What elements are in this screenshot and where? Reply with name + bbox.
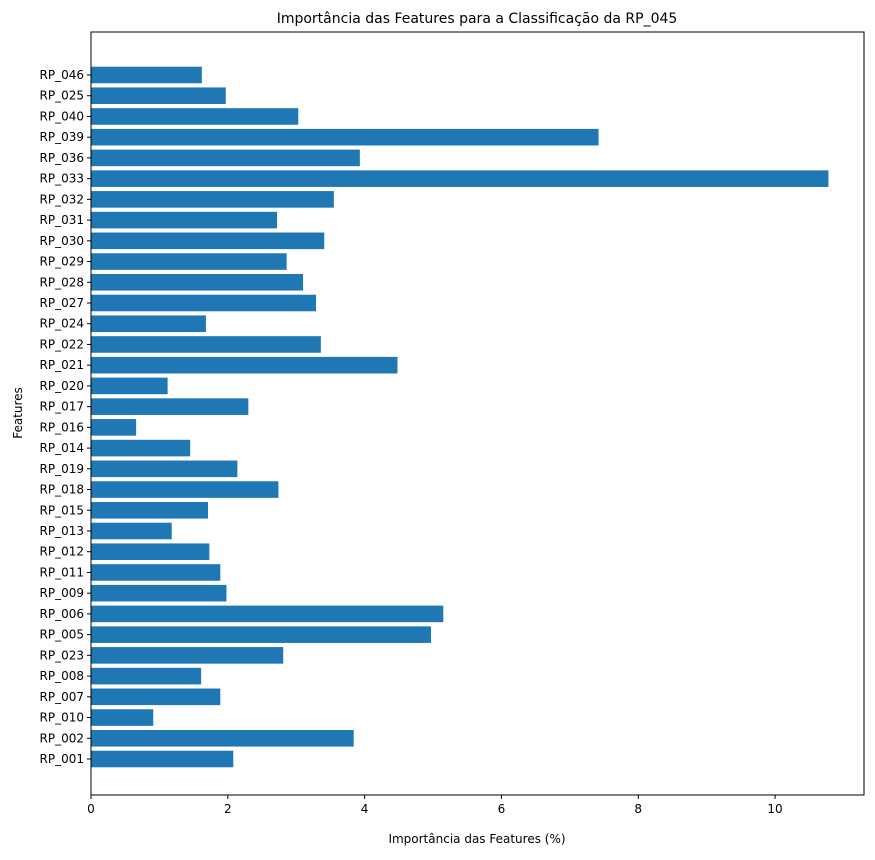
y-tick-label: RP_011	[40, 565, 84, 579]
x-tick-label: 4	[361, 802, 369, 816]
bar-rp-027	[91, 294, 317, 312]
y-tick-label: RP_017	[40, 400, 84, 414]
y-tick-label: RP_033	[40, 172, 84, 186]
bar-rp-021	[91, 356, 398, 374]
y-tick-label: RP_031	[40, 213, 84, 227]
y-tick-label: RP_005	[40, 628, 84, 642]
y-tick-label: RP_012	[40, 545, 84, 559]
bar-rp-024	[91, 315, 206, 333]
y-tick-label: RP_030	[40, 234, 84, 248]
bar-rp-009	[91, 584, 227, 602]
bar-rp-012	[91, 543, 210, 561]
bar-rp-046	[91, 66, 202, 84]
y-tick-label: RP_036	[40, 151, 84, 165]
bar-rp-015	[91, 501, 208, 519]
x-axis-label: Importância das Features (%)	[388, 832, 565, 846]
y-tick-label: RP_022	[40, 337, 84, 351]
bar-rp-011	[91, 564, 221, 581]
y-tick-label: RP_046	[40, 68, 84, 82]
y-tick-label: RP_013	[40, 524, 84, 538]
chart-title: Importância das Features para a Classifi…	[277, 11, 678, 27]
bar-rp-025	[91, 87, 226, 105]
x-tick-label: 2	[224, 802, 232, 816]
bar-rp-033	[91, 170, 829, 187]
y-tick-label: RP_009	[40, 586, 84, 600]
plot-frame	[90, 31, 865, 796]
bar-rp-002	[91, 729, 354, 747]
bar-rp-001	[91, 750, 234, 768]
y-tick-label: RP_001	[40, 752, 84, 766]
bar-rp-029	[91, 253, 287, 270]
bar-rp-023	[91, 647, 284, 664]
x-ticks: 0 2 4 6 8 10	[87, 795, 783, 816]
y-tick-label: RP_007	[40, 690, 84, 704]
y-tick-label: RP_029	[40, 255, 84, 269]
y-tick-label: RP_028	[40, 275, 84, 289]
bar-rp-039	[91, 128, 599, 146]
y-ticks: RP_001 RP_002 RP_010 RP_007 RP_008 RP_023 RP_0…	[40, 68, 91, 766]
y-tick-label: RP_032	[40, 192, 84, 206]
bar-rp-040	[91, 108, 299, 125]
bar-rp-017	[91, 398, 249, 415]
y-tick-label: RP_010	[40, 711, 84, 725]
bar-rp-028	[91, 273, 304, 291]
bar-rp-007	[91, 688, 221, 706]
x-tick-label: 8	[634, 802, 642, 816]
y-axis-label: Features	[11, 387, 25, 439]
y-tick-label: RP_016	[40, 420, 84, 434]
bars-layer	[91, 66, 829, 768]
bar-rp-008	[91, 667, 202, 685]
bar-rp-016	[91, 419, 137, 436]
y-tick-label: RP_039	[40, 130, 84, 144]
y-tick-label: RP_015	[40, 503, 84, 517]
y-tick-label: RP_019	[40, 462, 84, 476]
y-tick-label: RP_027	[40, 296, 84, 310]
y-tick-label: RP_002	[40, 731, 84, 745]
bar-rp-014	[91, 439, 191, 457]
y-tick-label: RP_040	[40, 109, 84, 123]
y-tick-label: RP_014	[40, 441, 84, 455]
bar-rp-032	[91, 191, 334, 208]
y-tick-label: RP_020	[40, 379, 84, 393]
bar-rp-022	[91, 336, 321, 353]
y-tick-label: RP_025	[40, 89, 84, 103]
y-tick-label: RP_018	[40, 483, 84, 497]
bar-rp-030	[91, 232, 325, 250]
bar-rp-006	[91, 605, 444, 623]
x-tick-label: 10	[767, 802, 782, 816]
y-tick-label: RP_023	[40, 648, 84, 662]
bar-rp-005	[91, 626, 431, 643]
bar-rp-013	[91, 522, 172, 540]
y-tick-label: RP_024	[40, 317, 84, 331]
bar-rp-020	[91, 377, 168, 395]
bar-rp-010	[91, 709, 154, 726]
y-tick-label: RP_006	[40, 607, 84, 621]
x-tick-label: 6	[498, 802, 506, 816]
y-tick-label: RP_021	[40, 358, 84, 372]
bar-rp-036	[91, 149, 360, 167]
x-tick-label: 0	[87, 802, 95, 816]
bar-rp-031	[91, 211, 278, 229]
y-tick-label: RP_008	[40, 669, 84, 683]
bar-rp-019	[91, 460, 238, 478]
bar-rp-018	[91, 481, 279, 498]
